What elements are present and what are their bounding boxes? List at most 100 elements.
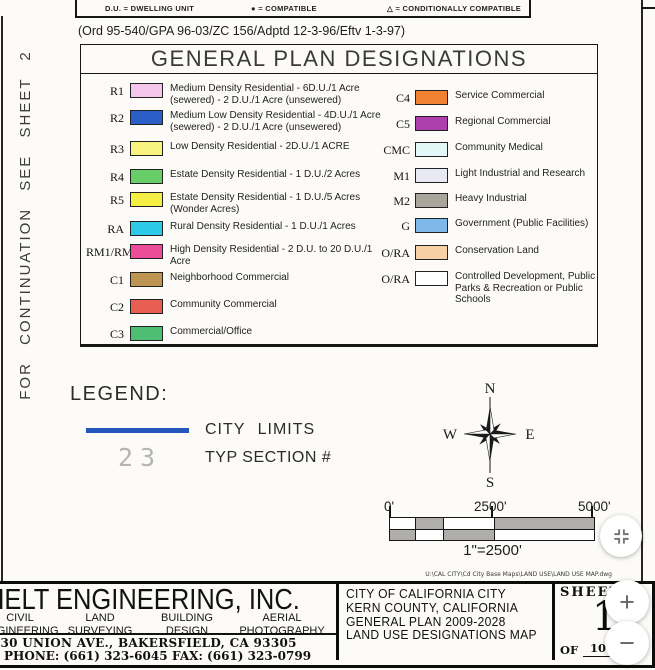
scale-cell [390,529,415,540]
project-info: CITY OF CALIFORNIA CITY KERN COUNTY, CAL… [346,587,551,642]
designations-header: GENERAL PLAN DESIGNATIONS [81,45,597,74]
plus-icon: + [619,586,635,617]
designation-row: RA Rural Density Residential - 1 D.U./1 A… [86,221,382,237]
designation-code: M1 [393,169,410,183]
designation-code: O/RA [381,246,410,260]
color-swatch [415,193,448,208]
title-block-rule [0,633,336,635]
sheet-total: 10 [583,641,614,657]
title-block [0,581,655,668]
designation-row: R2 Medium Low Density Residential - 4D.U.… [86,110,382,133]
designation-code: RM1/RM2 [86,245,139,259]
designation-code: G [401,219,410,233]
zoom-out-button[interactable]: − [605,621,649,665]
designation-row: C3 Commercial/Office [86,326,382,342]
color-swatch [130,141,163,156]
designation-row: RM1/RM2 High Density Residential - 2 D.U.… [86,244,382,267]
drawing-file-path: U:\CAL CITY\Cd City Base Maps\LAND USE\L… [425,571,612,578]
color-swatch [130,221,163,236]
scale-cell [444,518,494,529]
project-line: LAND USE DESIGNATIONS MAP [346,627,537,643]
service-line: BUILDING [161,612,213,624]
company-fax: FAX: (661) 323-0799 [172,649,312,663]
designation-description: Commercial/Office [170,326,253,337]
title-block-divider [336,583,339,660]
city-limits-line [86,428,189,433]
key-dwelling-unit: D.U. = DWELLING UNIT [105,4,195,13]
scale-cell [390,518,415,529]
scale-cell [444,529,494,540]
ordinance-note: (Ord 95-540/GPA 96-03/ZC 156/Adptd 12-3-… [78,24,406,38]
color-swatch [415,142,448,157]
color-swatch [130,192,163,207]
designation-description: Estate Density Residential - 1 D.U./2 Ac… [170,169,361,180]
compass-east-label: E [525,427,534,443]
zoom-in-button[interactable]: + [605,580,649,624]
designation-row: C5 Regional Commercial [376,116,605,132]
designation-row: R5 Estate Density Residential - 1 D.U./5 … [86,192,382,215]
sheet-border-top-tick [641,7,655,9]
color-swatch [130,299,163,314]
designation-description: Controlled Development, Public Parks & R… [455,271,596,305]
designation-code: M2 [393,194,410,208]
designation-row: C4 Service Commercial [376,90,605,106]
color-swatch [415,116,448,131]
designation-code: R5 [109,193,124,207]
designation-description: Regional Commercial [455,116,551,127]
designation-description: Conservation Land [455,245,539,256]
designation-row: O/RA Controlled Development, Public Parks… [376,271,605,306]
color-swatch [415,168,448,183]
designation-row: R4 Estate Density Residential - 1 D.U./2 … [86,169,382,185]
designation-description: Medium Density Residential - 6D.U./1 Acr… [170,83,360,106]
designation-description: Estate Density Residential - 1 D.U./5 Ac… [170,192,361,215]
designation-description: Service Commercial [455,90,545,101]
designation-code: R1 [109,84,124,98]
service-line: LAND [85,612,115,624]
scale-bar [389,517,595,541]
key-conditionally-compatible: △ = CONDITIONALLY COMPATIBLE [387,4,522,13]
designation-row: M1 Light Industrial and Research [376,168,605,184]
designation-row: O/RA Conservation Land [376,245,605,261]
compatibility-key-strip: D.U. = DWELLING UNIT ● = COMPATIBLE △ = … [75,0,531,18]
compass-rose: N S W E [443,381,535,490]
designation-code: C5 [395,117,410,131]
color-swatch [130,272,163,287]
scale-tick-2500: 2500' [474,499,507,514]
designation-code: C1 [109,273,124,287]
sheet-border-left [1,16,3,583]
designation-description: Government (Public Facilities) [455,218,589,229]
designation-code: RA [107,222,124,236]
designation-description: High Density Residential - 2 D.U. to 20 … [170,244,373,267]
scale-cell [495,518,594,529]
color-swatch [130,110,163,125]
compass-south-label: S [486,475,494,490]
designation-row: R1 Medium Density Residential - 6D.U./1 A… [86,83,382,106]
designation-code: R4 [109,170,124,184]
scale-tick-mark [591,506,593,518]
project-line: CITY OF CALIFORNIA CITY [346,586,507,601]
designation-code: C4 [395,91,410,105]
designation-row: C2 Community Commercial [86,299,382,315]
company-name: HELT ENGINEERING, INC. [0,584,300,616]
company-phone: PHONE: (661) 323-6045 [4,649,168,663]
designation-description: Community Commercial [170,299,277,310]
typ-section-label: TYP SECTION # [205,449,332,466]
fullscreen-icon [613,528,629,544]
fullscreen-button[interactable] [600,515,642,557]
compass-west-label: W [443,427,458,443]
designation-code: CMC [383,143,410,157]
designation-row: CMC Community Medical [376,142,605,158]
designation-description: Neighborhood Commercial [170,272,289,283]
designations-box: GENERAL PLAN DESIGNATIONS R1 Medium Densi… [80,44,598,347]
sheet-label: SHEET [560,585,622,600]
service-line: AERIAL [262,612,302,624]
designation-row: M2 Heavy Industrial [376,193,605,209]
project-line: KERN COUNTY, CALIFORNIA [346,599,519,615]
city-limits-label: CITY LIMITS [205,421,316,438]
designation-row: R3 Low Density Residential - 2D.U./1 ACRE [86,141,382,157]
scale-cell [495,529,594,540]
service-line: CIVIL [6,612,34,624]
designation-code: R2 [109,111,124,125]
color-swatch [415,245,448,260]
scale-tick-5000: 5000' [578,499,611,514]
